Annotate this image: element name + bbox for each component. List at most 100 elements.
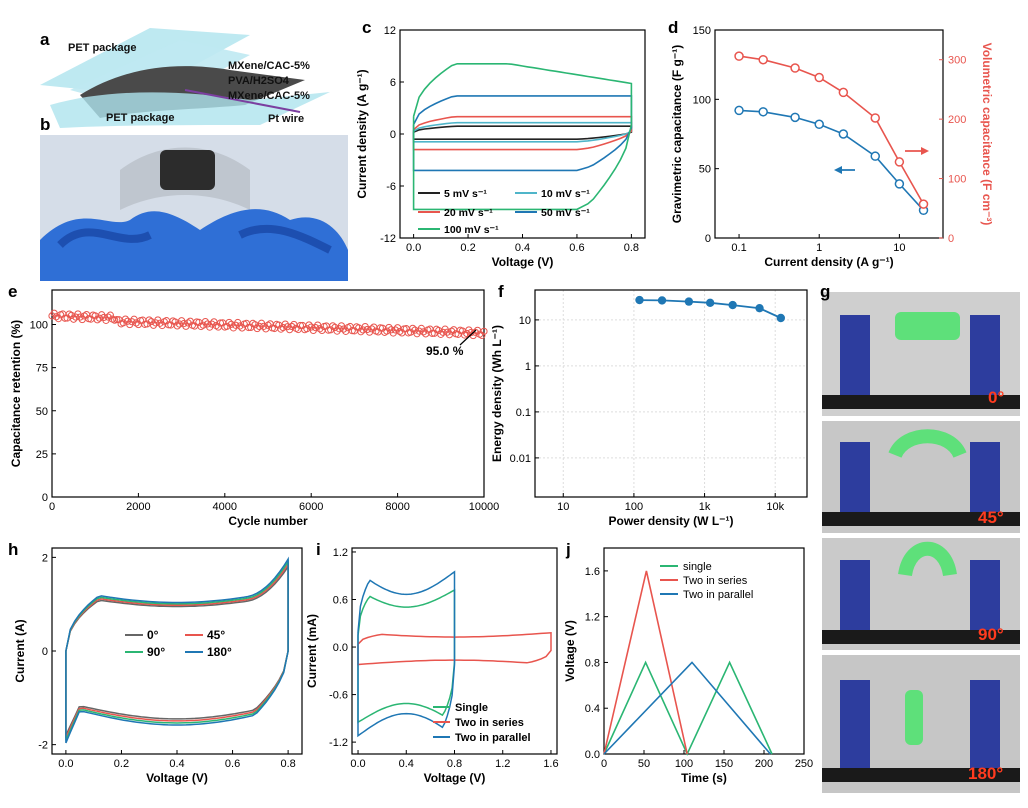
retention-point: [236, 322, 244, 330]
x-axis-title: Voltage (V): [146, 771, 208, 785]
y-tick-label: 0: [42, 646, 48, 658]
y-axis-title: Current density (A g⁻¹): [355, 69, 369, 198]
retention-point: [184, 319, 192, 327]
legend-label: 10 mV s⁻¹: [541, 188, 590, 200]
x-tick-label: 0.1: [731, 242, 746, 254]
retention-point: [216, 319, 225, 327]
gravimetric-point: [758, 107, 768, 117]
retention-point: [225, 318, 233, 327]
x-axis-title: Current density (A g⁻¹): [764, 255, 893, 269]
x-tick-label: 0.6: [225, 758, 240, 770]
retention-point: [316, 325, 324, 333]
panel-label-i: i: [316, 540, 321, 559]
retention-point: [329, 322, 337, 330]
y-axis-title: Gravimetric capacitance (F g⁻¹): [670, 45, 684, 223]
panel-label-d: d: [668, 18, 679, 37]
y-tick-label: 0.0: [333, 642, 348, 654]
angle-label-90: 90°: [978, 625, 1004, 644]
panel-label-e: e: [8, 282, 18, 301]
retention-point: [311, 323, 320, 332]
y-tick-label: 2: [42, 552, 48, 564]
chart-f: 10 100 1k 10k 0.01 0.1 1 10 Power density (W L⁻¹…: [490, 289, 808, 528]
x-tick-label: 0.4: [399, 758, 414, 770]
y-axis-title: Energy density (Wh L⁻¹): [490, 325, 504, 462]
chart-e-frame: [51, 289, 485, 498]
retention-point: [296, 321, 304, 330]
retention-point: [437, 330, 445, 338]
retention-point: [234, 318, 242, 327]
x-tick-label: 100: [675, 758, 693, 770]
retention-point: [93, 316, 101, 324]
x-axis-title: Time (s): [681, 771, 727, 785]
x-tick-label: 8000: [385, 501, 409, 513]
x-tick-label: 0: [601, 758, 607, 770]
retention-point: [478, 331, 486, 339]
volumetric-point: [734, 51, 744, 61]
x-tick-label: 0.0: [58, 758, 73, 770]
panel-label-g: g: [820, 282, 831, 301]
gravimetric-point: [790, 112, 800, 123]
retention-point: [173, 322, 181, 330]
y-tick-label: -0.6: [329, 690, 348, 702]
retention-point: [208, 320, 216, 328]
retention-point: [143, 320, 151, 328]
retention-point: [435, 326, 443, 335]
x-tick-label: 10: [893, 242, 905, 254]
retention-point: [253, 324, 261, 333]
gcd-curve: [603, 570, 688, 755]
retention-point: [104, 313, 112, 321]
retention-point: [171, 318, 179, 326]
y-tick-label: 0: [390, 129, 396, 141]
retention-point: [480, 327, 488, 335]
retention-point: [67, 311, 76, 320]
x-tick-label: 6000: [299, 501, 323, 513]
parallel-curve: [357, 570, 456, 738]
chart-e: 0 2000 4000 6000 8000 10000 0 25 50 75 100 Cycle nu…: [9, 289, 499, 528]
retention-point: [121, 315, 130, 323]
angle-label-45: 45°: [978, 508, 1004, 527]
volumetric-point: [790, 63, 800, 73]
retention-point: [244, 323, 253, 332]
retention-point: [147, 317, 155, 326]
cv-curve: [412, 95, 633, 172]
annotation-arrow: [459, 329, 477, 346]
y2-tick-label: 300: [948, 55, 966, 67]
retention-point: [130, 315, 138, 323]
panel-label-b: b: [40, 115, 51, 134]
retention-point: [201, 317, 209, 326]
y-tick-label: 50: [36, 406, 48, 418]
volumetric-point: [894, 157, 905, 167]
bend-cv-curve: [65, 556, 289, 744]
x-tick-label: 0.2: [114, 758, 129, 770]
x-tick-label: 0.8: [624, 242, 639, 254]
y-tick-label: 150: [693, 25, 711, 37]
retention-point: [156, 319, 164, 327]
retention-point: [419, 328, 428, 336]
single-curve: [357, 588, 456, 724]
layer-label-mxene-top: MXene/CAC-5%: [228, 60, 310, 72]
angle-label-0: 0°: [988, 388, 1005, 407]
retention-point: [303, 325, 311, 333]
x-tick-label: 2000: [126, 501, 150, 513]
gravimetric-point: [870, 151, 881, 161]
retention-point: [76, 313, 84, 321]
y-tick-label: 50: [699, 164, 711, 176]
retention-point: [113, 315, 121, 324]
retention-point: [327, 326, 335, 334]
ragone-point: [776, 313, 786, 323]
x-tick-label: 150: [715, 758, 733, 770]
y-tick-label: 0: [705, 233, 711, 245]
ragone-point: [684, 297, 694, 306]
gravimetric-point: [894, 179, 905, 189]
retention-point: [368, 325, 376, 333]
retention-point: [406, 328, 415, 336]
y-tick-label: 6: [390, 77, 396, 89]
y-tick-label: -6: [386, 181, 396, 193]
x-axis-title: Power density (W L⁻¹): [608, 514, 733, 528]
legend-label: single: [683, 561, 712, 573]
chart-i: 0.0 0.4 0.8 1.2 1.6 -1.2 -0.6 0.0 0.6 1.2 Voltage …: [305, 547, 559, 785]
panel-label-h: h: [8, 540, 19, 559]
y-axis-title: Capacitance retention (%): [9, 320, 23, 467]
